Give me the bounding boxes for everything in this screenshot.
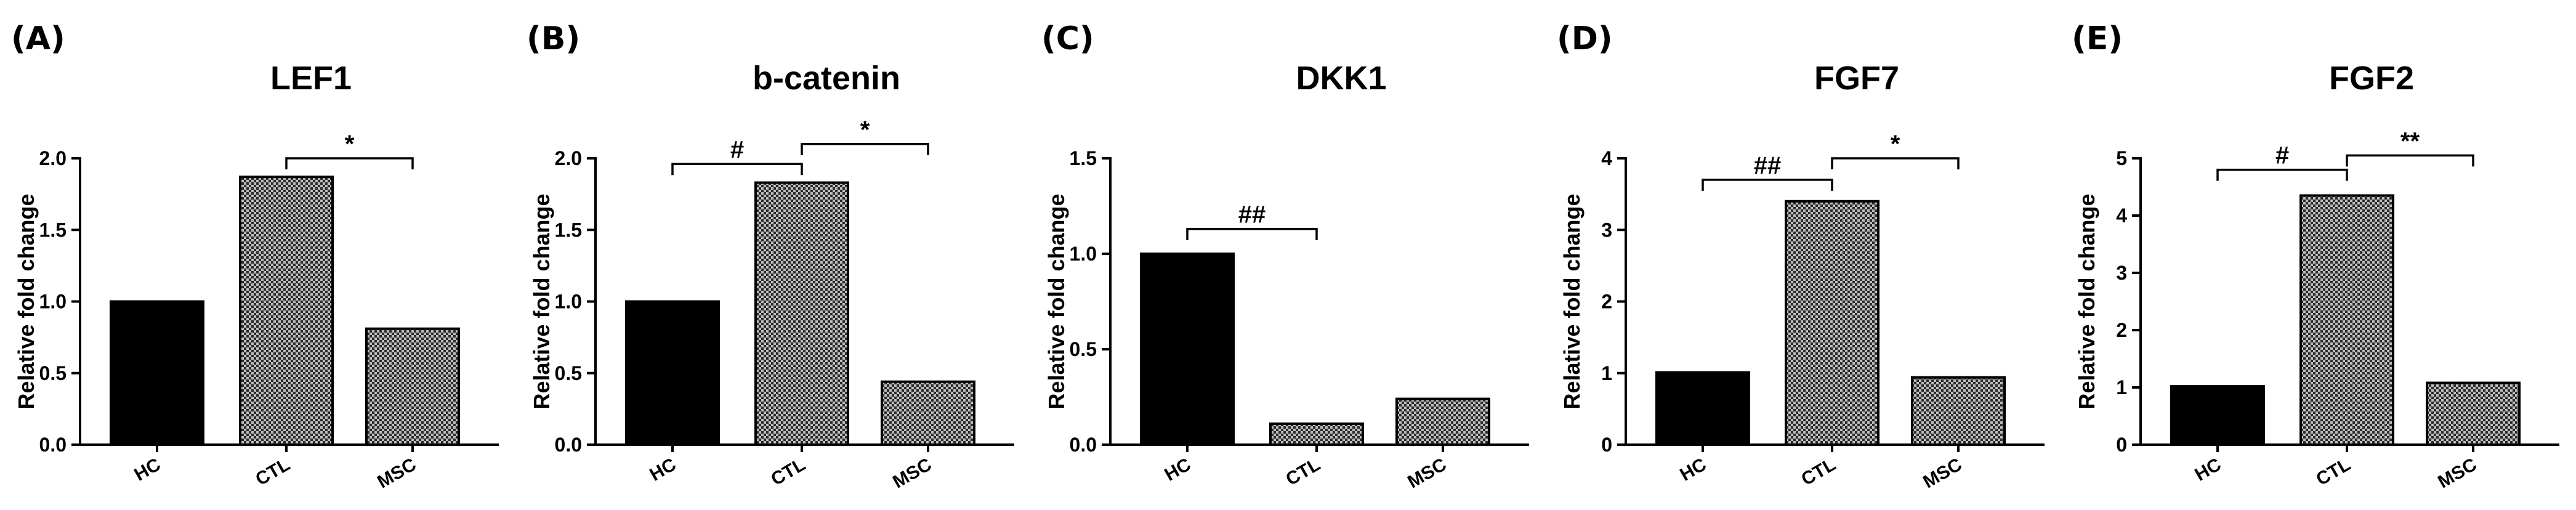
x-tick-label: CTL xyxy=(1282,454,1323,490)
significance-bracket xyxy=(1831,157,1960,169)
x-tick-label: HC xyxy=(1161,454,1194,485)
significance-label: # xyxy=(2275,142,2289,169)
chart-panel: (A) LEF1 Relative fold change 0.0 0.5 1.0 1.5 2… xyxy=(11,20,499,492)
significance-label: ## xyxy=(1238,201,1266,229)
x-tick-label: MSC xyxy=(374,454,419,492)
panel-label: (E) xyxy=(2072,20,2123,57)
bar-hc xyxy=(625,300,720,446)
y-tick-label: 0 xyxy=(2116,434,2127,456)
x-tick-label: CTL xyxy=(767,454,809,490)
y-tick-label: 3 xyxy=(1601,219,1612,241)
significance-bracket xyxy=(2216,168,2348,181)
chart-panel: (D) FGF7 Relative fold change 0 1 2 3 4 HC CTL MSC… xyxy=(1557,20,2045,492)
bar-ctl xyxy=(1269,422,1364,447)
y-axis-label: Relative fold change xyxy=(2074,193,2099,409)
significance-label: * xyxy=(860,116,870,144)
x-tick-label: HC xyxy=(1676,454,1710,485)
significance-bracket xyxy=(801,143,929,155)
x-tick-label: CTL xyxy=(252,454,293,490)
y-tick-label: 0.5 xyxy=(39,362,67,384)
bar-ctl xyxy=(2299,194,2394,446)
y-axis-label: Relative fold change xyxy=(14,193,39,409)
x-tick-label: MSC xyxy=(1404,454,1450,492)
significance-bracket xyxy=(285,157,414,169)
panel-label: (D) xyxy=(1557,20,1613,57)
significance-bracket xyxy=(1186,227,1318,240)
x-tick-label: HC xyxy=(2191,454,2224,485)
y-axis-label: Relative fold change xyxy=(1044,193,1069,409)
y-tick-label: 0 xyxy=(1601,434,1612,456)
bar-hc xyxy=(1655,371,1750,447)
y-tick-label: 1.0 xyxy=(1070,243,1097,265)
significance-bracket xyxy=(2346,154,2474,167)
bar-msc xyxy=(1911,376,2006,446)
significance-label: ** xyxy=(2400,127,2420,155)
chart-panel: (C) DKK1 Relative fold change 0.0 0.5 1.0 1.5 H… xyxy=(1041,20,1529,492)
chart-title: DKK1 xyxy=(1296,60,1386,97)
bar-msc xyxy=(1395,397,1490,446)
y-tick-label: 1.0 xyxy=(555,291,582,313)
bar-hc xyxy=(2170,385,2265,447)
panel-label: (C) xyxy=(1041,20,1094,57)
y-axis-label: Relative fold change xyxy=(529,193,554,409)
significance-label: * xyxy=(345,131,355,158)
bar-msc xyxy=(365,327,460,446)
bar-hc xyxy=(1140,253,1235,446)
y-tick-label: 2 xyxy=(2116,319,2127,341)
x-tick-label: CTL xyxy=(1798,454,1839,490)
bar-msc xyxy=(881,380,975,447)
chart-panel: (B) b-catenin Relative fold change 0.0 0.5 1.… xyxy=(527,20,1014,492)
significance-bracket xyxy=(1702,179,1833,191)
chart-title: b-catenin xyxy=(753,60,900,97)
chart-title: FGF2 xyxy=(2329,60,2414,97)
y-tick-label: 2.0 xyxy=(39,147,67,169)
bar-hc xyxy=(110,300,204,446)
y-tick-label: 3 xyxy=(2116,262,2127,284)
bar-ctl xyxy=(1785,200,1880,446)
x-tick-label: MSC xyxy=(889,454,935,492)
panel-label: (B) xyxy=(527,20,580,57)
x-tick-label: MSC xyxy=(1920,454,1965,492)
bar-msc xyxy=(2426,381,2521,446)
y-tick-label: 2.0 xyxy=(555,147,582,169)
y-tick-label: 0.0 xyxy=(1070,434,1097,456)
y-tick-label: 1.5 xyxy=(555,219,582,241)
chart-title: FGF7 xyxy=(1814,60,1899,97)
y-tick-label: 1 xyxy=(2116,376,2127,399)
x-tick-label: MSC xyxy=(2434,454,2480,492)
significance-bracket xyxy=(671,163,803,176)
chart-title: LEF1 xyxy=(270,60,352,97)
panel-label: (A) xyxy=(11,20,65,57)
x-tick-label: CTL xyxy=(2312,454,2354,490)
y-tick-label: 2 xyxy=(1601,291,1612,313)
y-tick-label: 0.0 xyxy=(555,434,582,456)
y-tick-label: 1.0 xyxy=(39,291,67,313)
y-tick-label: 4 xyxy=(1601,147,1612,169)
chart-panel: (E) FGF2 Relative fold change 0 1 2 3 4 5 HC CTL MS… xyxy=(2072,20,2559,492)
bar-ctl xyxy=(239,176,334,446)
significance-label: # xyxy=(730,136,744,163)
x-tick-label: HC xyxy=(131,454,164,485)
y-tick-label: 1.5 xyxy=(39,219,67,241)
y-axis-label: Relative fold change xyxy=(1559,193,1585,409)
y-tick-label: 4 xyxy=(2116,204,2127,227)
y-tick-label: 1.5 xyxy=(1070,147,1097,169)
y-tick-label: 1 xyxy=(1601,362,1612,384)
bar-ctl xyxy=(754,181,849,446)
y-tick-label: 0.0 xyxy=(39,434,67,456)
significance-label: * xyxy=(1891,131,1900,158)
y-tick-label: 0.5 xyxy=(555,362,582,384)
y-tick-label: 5 xyxy=(2116,147,2127,169)
y-tick-label: 0.5 xyxy=(1070,338,1097,360)
x-tick-label: HC xyxy=(646,454,679,485)
significance-label: ## xyxy=(1754,152,1782,179)
